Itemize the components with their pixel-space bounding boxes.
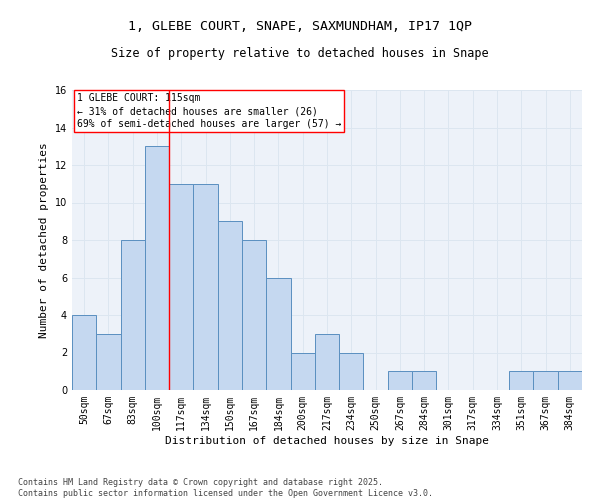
Bar bbox=[558, 371, 582, 390]
Bar bbox=[388, 371, 412, 390]
Bar bbox=[266, 278, 290, 390]
Bar bbox=[242, 240, 266, 390]
Text: 1 GLEBE COURT: 115sqm
← 31% of detached houses are smaller (26)
69% of semi-deta: 1 GLEBE COURT: 115sqm ← 31% of detached … bbox=[77, 93, 341, 130]
Bar bbox=[533, 371, 558, 390]
Text: 1, GLEBE COURT, SNAPE, SAXMUNDHAM, IP17 1QP: 1, GLEBE COURT, SNAPE, SAXMUNDHAM, IP17 … bbox=[128, 20, 472, 33]
Y-axis label: Number of detached properties: Number of detached properties bbox=[39, 142, 49, 338]
Bar bbox=[509, 371, 533, 390]
Bar bbox=[193, 184, 218, 390]
Bar bbox=[315, 334, 339, 390]
Bar bbox=[218, 221, 242, 390]
Bar bbox=[169, 184, 193, 390]
Bar bbox=[96, 334, 121, 390]
X-axis label: Distribution of detached houses by size in Snape: Distribution of detached houses by size … bbox=[165, 436, 489, 446]
Text: Contains HM Land Registry data © Crown copyright and database right 2025.
Contai: Contains HM Land Registry data © Crown c… bbox=[18, 478, 433, 498]
Bar bbox=[72, 315, 96, 390]
Bar bbox=[412, 371, 436, 390]
Text: Size of property relative to detached houses in Snape: Size of property relative to detached ho… bbox=[111, 48, 489, 60]
Bar bbox=[290, 352, 315, 390]
Bar bbox=[121, 240, 145, 390]
Bar bbox=[145, 146, 169, 390]
Bar bbox=[339, 352, 364, 390]
